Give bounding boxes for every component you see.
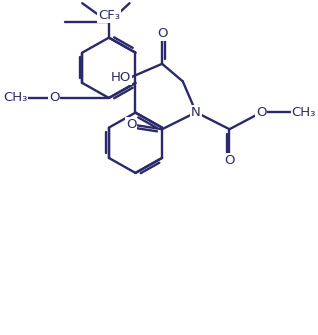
Text: CH₃: CH₃	[3, 91, 28, 105]
Text: CH₃: CH₃	[292, 106, 316, 119]
Text: HO: HO	[111, 71, 131, 84]
Text: CF₃: CF₃	[98, 9, 120, 22]
Text: O: O	[126, 118, 136, 131]
Text: O: O	[256, 106, 267, 119]
Text: O: O	[224, 154, 235, 166]
Text: O: O	[157, 27, 167, 40]
Text: O: O	[49, 91, 59, 105]
Text: N: N	[191, 106, 201, 119]
